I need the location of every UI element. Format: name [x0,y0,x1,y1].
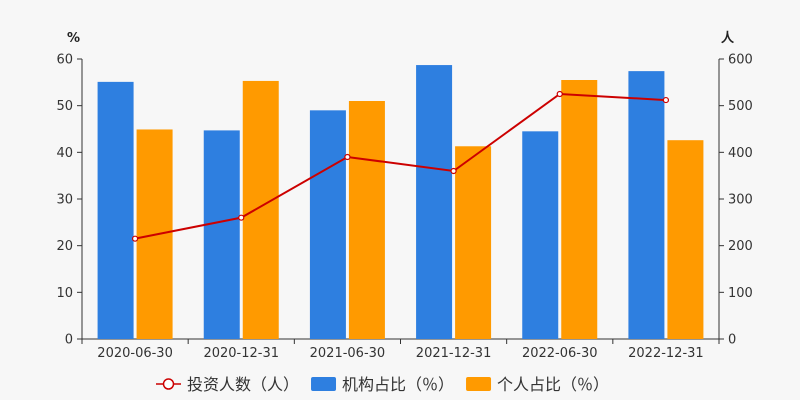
investor-count-point [238,214,245,221]
investor-count-point [344,153,351,161]
x-tick-label: 2022-12-31 [628,346,704,361]
y-left-tick-label: 60 [56,53,73,68]
bar-institution [416,65,453,340]
y-left-tick-label: 20 [56,239,73,254]
bar-individual [667,140,704,339]
y-right-tick-label: 600 [728,53,753,68]
bar-institution [97,81,134,339]
legend-label: 个人占比（％） [497,375,609,394]
y-left-tick-label: 40 [56,146,73,161]
legend-label: 机构占比（％） [342,375,454,394]
y-right-tick-label: 500 [728,99,753,114]
line-series [131,90,670,242]
bars [97,65,704,340]
investor-count-point [556,90,563,98]
bar-individual [455,146,492,339]
bar-institution [628,71,665,339]
legend: 投资人数（人） 机构占比（％） 个人占比（％） [156,375,609,394]
x-tick-label: 2022-06-30 [522,346,598,361]
y-right-tick-label: 300 [728,193,753,208]
legend-bar-swatch [466,377,492,391]
y-left-tick-label: 0 [65,333,73,348]
legend-line-marker [162,378,175,390]
bar-individual [561,80,598,339]
x-tick-label: 2020-06-30 [97,346,173,361]
investor-count-line [134,92,666,240]
y-axis-right-unit: 人 [721,30,735,46]
y-left-tick-label: 30 [56,193,73,208]
bar-individual [348,101,385,339]
bar-institution [203,130,240,339]
x-tick-label: 2021-12-31 [416,346,492,361]
bar-individual [242,80,279,339]
bar-institution [522,131,559,339]
y-right-tick-label: 0 [728,333,736,348]
y-axis-left-unit: % [67,31,80,46]
legend-bar-swatch [311,377,337,391]
y-left-tick-label: 10 [56,286,73,301]
bar-institution [309,110,346,339]
legend-label: 投资人数（人） [187,375,299,394]
investor-count-point [450,167,457,175]
investor-count-point [662,96,670,104]
y-right-tick-label: 100 [728,286,753,301]
x-tick-label: 2021-06-30 [310,346,386,361]
y-left-tick-label: 50 [56,99,73,114]
y-right-tick-label: 400 [728,146,753,161]
axes: % 人010203040506001002003004005006002020-0… [56,30,752,361]
x-tick-label: 2020-12-31 [203,346,279,361]
y-right-tick-label: 200 [728,239,753,254]
investor-count-point [131,235,139,242]
